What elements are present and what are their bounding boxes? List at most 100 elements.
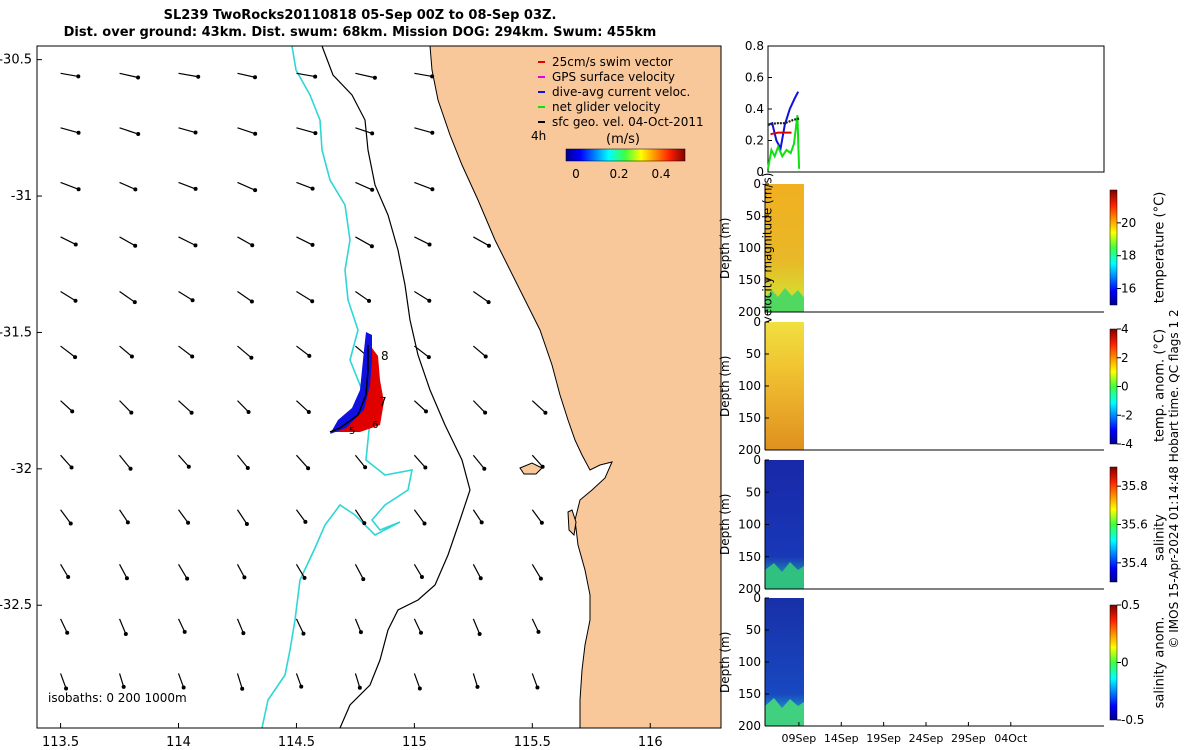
velocity-vector-head xyxy=(417,686,422,691)
velocity-vector-head xyxy=(486,243,491,248)
velocity-vector-head xyxy=(301,631,306,636)
velocity-vector-head xyxy=(245,465,250,470)
velocity-vector xyxy=(237,345,252,359)
colorbar-tick-label: 35.8 xyxy=(1121,479,1148,493)
velocity-vector-head xyxy=(182,629,187,634)
velocity-vector-head xyxy=(423,409,428,414)
velocity-vector-head xyxy=(430,130,435,135)
velocity-vector xyxy=(119,72,139,79)
velocity-vector-head xyxy=(361,577,366,582)
glider-track xyxy=(329,345,369,433)
velocity-vector-head xyxy=(181,685,186,690)
velocity-vector xyxy=(60,72,79,77)
map-x-tick-label: 115.5 xyxy=(514,735,551,750)
velocity-vector-head xyxy=(302,575,307,580)
depth-axis-ticks: 0501001502000501001502000501001502000501… xyxy=(738,177,769,733)
velocity-vector xyxy=(236,618,244,634)
velocity-vector xyxy=(119,127,139,135)
velocity-vector-head xyxy=(362,521,367,526)
time-tick-label: 24Sep xyxy=(909,732,944,745)
velocity-vector-head xyxy=(132,300,137,305)
velocity-vector-head xyxy=(540,464,545,469)
velocity-vector xyxy=(178,181,196,190)
depth-tick-label: 200 xyxy=(738,582,761,596)
velocity-vector-head xyxy=(136,132,141,137)
colorbar-tick-1: 0.2 xyxy=(609,167,628,181)
velocity-vector xyxy=(413,454,426,468)
velocity-vector xyxy=(472,564,482,579)
velocity-vector xyxy=(296,127,316,134)
map-y-tick-label: -31 xyxy=(11,189,32,204)
velocity-vector-head xyxy=(240,686,245,691)
depth-tick-label: 50 xyxy=(746,347,761,361)
depth-tick-label: 150 xyxy=(738,687,761,701)
velocity-vector xyxy=(237,400,249,413)
day-label-8: 8 xyxy=(381,349,389,363)
velocity-vector-head xyxy=(299,684,304,689)
velocity-vector-head xyxy=(129,410,134,415)
temperature-panel xyxy=(764,184,1104,313)
velocity-vector-head xyxy=(427,242,432,247)
velocity-vector-head xyxy=(419,574,424,579)
velocity-vector xyxy=(413,509,425,524)
colorbar-tick-label: -0.5 xyxy=(1121,713,1144,727)
track-swim-vectors xyxy=(334,348,384,432)
map-x-tick-label: 113.5 xyxy=(42,735,79,750)
velocity-vector-head xyxy=(249,299,254,304)
velocity-vector xyxy=(354,618,362,633)
velocity-vector xyxy=(237,181,256,191)
island-small xyxy=(567,509,577,537)
velocity-vector-head xyxy=(427,298,432,303)
velocity-ylabel-text: velocity magnitude (m/s) xyxy=(760,173,774,324)
velocity-vector xyxy=(296,345,310,357)
velocity-vector-head xyxy=(363,465,368,470)
velocity-vector-head xyxy=(539,520,544,525)
legend-time-label: 4h xyxy=(531,129,546,143)
velocity-vector-head xyxy=(76,74,81,79)
depth-tick-label: 0 xyxy=(753,315,761,329)
velocity-vector-head xyxy=(128,466,133,471)
velocity-vector-head xyxy=(306,410,311,415)
salinity-colorbar xyxy=(1109,466,1118,583)
velocity-vector-head xyxy=(303,519,308,524)
time-tick-label: 09Sep xyxy=(782,732,817,745)
colorbar-label: (m/s) xyxy=(606,132,640,147)
velocity-vector-head xyxy=(253,75,258,80)
colorbar-tick-label: 0.5 xyxy=(1121,598,1140,612)
velocity-y-tick-label: 0 xyxy=(756,165,764,179)
velocity-vector-head xyxy=(193,130,198,135)
velocity-vector-head xyxy=(193,243,198,248)
velocity-vector xyxy=(178,454,190,468)
chart-title: SL239 TwoRocks20110818 05-Sep 00Z to 08-… xyxy=(163,8,557,23)
velocity-vector xyxy=(60,181,79,190)
velocity-vector xyxy=(237,236,253,246)
velocity-vector xyxy=(119,509,129,523)
velocity-vector-head xyxy=(242,575,247,580)
velocity-vector xyxy=(296,400,310,413)
velocity-vector-head xyxy=(430,74,435,79)
velocity-vector xyxy=(531,509,543,524)
map-y-ticks: -30.5 -31 -31.5 -32 -32.5 xyxy=(0,53,42,613)
velocity-vector xyxy=(472,618,481,635)
velocity-vector-head xyxy=(538,576,543,581)
velocity-vector xyxy=(119,400,132,414)
velocity-vector-head xyxy=(125,520,130,525)
velocity-vector-head xyxy=(313,74,318,79)
track-current-vectors xyxy=(330,332,372,434)
velocity-vector xyxy=(236,564,245,578)
depth-tick-label: 200 xyxy=(738,719,761,733)
velocity-series-line xyxy=(767,115,801,169)
velocity-vector xyxy=(414,181,433,190)
colorbar-ticks: 16 18 20 -4 -2 0 2 4 35.4 35.6 35.8 -0.5 0 0.5 xyxy=(1117,216,1148,727)
velocity-vector xyxy=(472,400,486,414)
velocity-vector-head xyxy=(65,630,70,635)
temp-anom-panel xyxy=(764,322,1104,451)
velocity-vector xyxy=(354,673,361,688)
velocity-vector xyxy=(178,72,199,78)
depth-tick-label: 0 xyxy=(753,453,761,467)
velocity-vector xyxy=(178,509,189,524)
temp-anom-ylabel: Depth (m) xyxy=(718,355,732,417)
salinity-anom-colorbar xyxy=(1109,604,1118,721)
time-axis-ticks: 09Sep 14Sep 19Sep 24Sep 29Sep 04Oct xyxy=(782,722,1028,745)
colorbar-tick-label: -4 xyxy=(1121,437,1133,451)
